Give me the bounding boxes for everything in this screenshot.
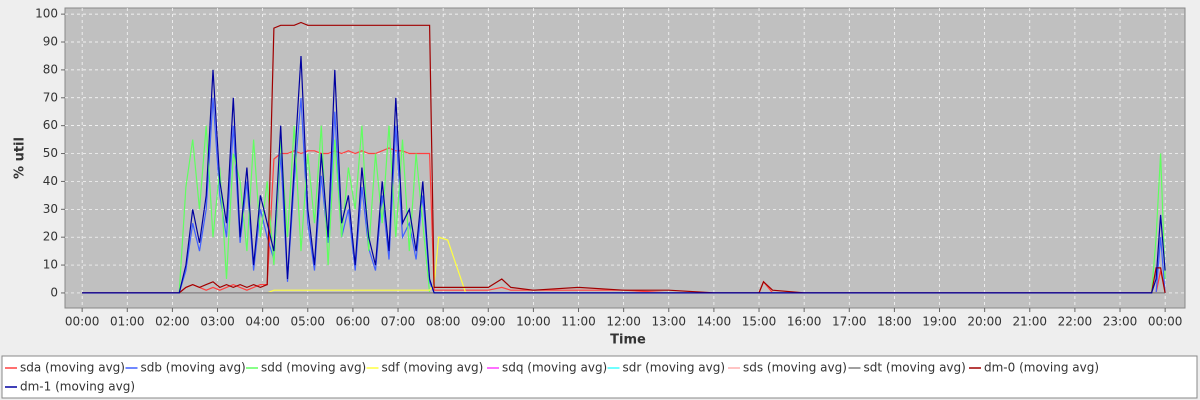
y-axis-title: % util (13, 137, 28, 179)
y-tick-label: 60 (43, 118, 58, 132)
x-tick-label: 15:00 (742, 315, 777, 329)
x-tick-label: 06:00 (336, 315, 371, 329)
y-tick-label: 50 (43, 146, 58, 160)
x-tick-label: 05:00 (290, 315, 325, 329)
legend-box (1, 355, 1198, 399)
x-tick-label: 00:00 (1148, 315, 1183, 329)
x-tick-label: 02:00 (155, 315, 190, 329)
y-tick-label: 10 (43, 258, 58, 272)
x-tick-label: 18:00 (877, 315, 912, 329)
x-axis-title: Time (610, 333, 646, 348)
x-tick-label: 17:00 (832, 315, 867, 329)
x-tick-label: 03:00 (200, 315, 235, 329)
x-tick-label: 04:00 (245, 315, 280, 329)
legend-label: sdt (moving avg) (864, 361, 966, 375)
y-tick-label: 100 (35, 7, 58, 21)
y-tick-label: 90 (43, 35, 58, 49)
x-tick-label: 01:00 (110, 315, 145, 329)
x-tick-label: 09:00 (471, 315, 506, 329)
x-tick-label: 19:00 (922, 315, 957, 329)
x-tick-label: 10:00 (516, 315, 551, 329)
x-tick-label: 23:00 (1103, 315, 1138, 329)
y-tick-label: 80 (43, 62, 58, 76)
x-tick-label: 20:00 (967, 315, 1002, 329)
legend-label: dm-0 (moving avg) (984, 361, 1099, 375)
y-tick-label: 70 (43, 90, 58, 104)
x-tick-label: 07:00 (381, 315, 416, 329)
legend-label: sdb (moving avg) (141, 361, 246, 375)
legend-label: sdq (moving avg) (502, 361, 607, 375)
y-tick-label: 0 (50, 285, 58, 299)
x-tick-label: 16:00 (787, 315, 822, 329)
legend-label: dm-1 (moving avg) (20, 380, 135, 394)
legend-label: sdr (moving avg) (623, 361, 726, 375)
plot-area (64, 7, 1186, 309)
legend-label: sdd (moving avg) (261, 361, 366, 375)
legend-label: sda (moving avg) (20, 361, 125, 375)
series-line (82, 55, 1166, 294)
legend-label: sdf (moving avg) (382, 361, 484, 375)
y-tick-label: 30 (43, 202, 58, 216)
x-tick-label: 14:00 (697, 315, 732, 329)
x-tick-label: 08:00 (426, 315, 461, 329)
y-tick-label: 20 (43, 230, 58, 244)
x-tick-label: 21:00 (1012, 315, 1047, 329)
x-tick-label: 00:00 (65, 315, 100, 329)
y-tick-label: 40 (43, 174, 58, 188)
legend-label: sds (moving avg) (743, 361, 847, 375)
x-tick-label: 22:00 (1058, 315, 1093, 329)
x-tick-label: 13:00 (651, 315, 686, 329)
x-tick-label: 11:00 (561, 315, 596, 329)
x-tick-label: 12:00 (606, 315, 641, 329)
